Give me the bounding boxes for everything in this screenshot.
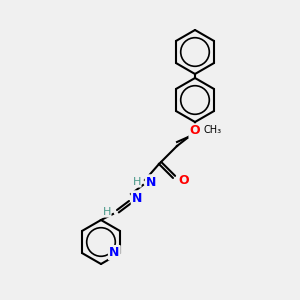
Text: H: H <box>103 207 111 217</box>
Text: N: N <box>132 191 142 205</box>
Text: CH₃: CH₃ <box>203 125 221 135</box>
Text: N: N <box>146 176 156 188</box>
Text: N: N <box>109 246 119 259</box>
Text: O: O <box>190 124 200 137</box>
Text: O: O <box>178 173 189 187</box>
Text: H: H <box>133 177 141 187</box>
